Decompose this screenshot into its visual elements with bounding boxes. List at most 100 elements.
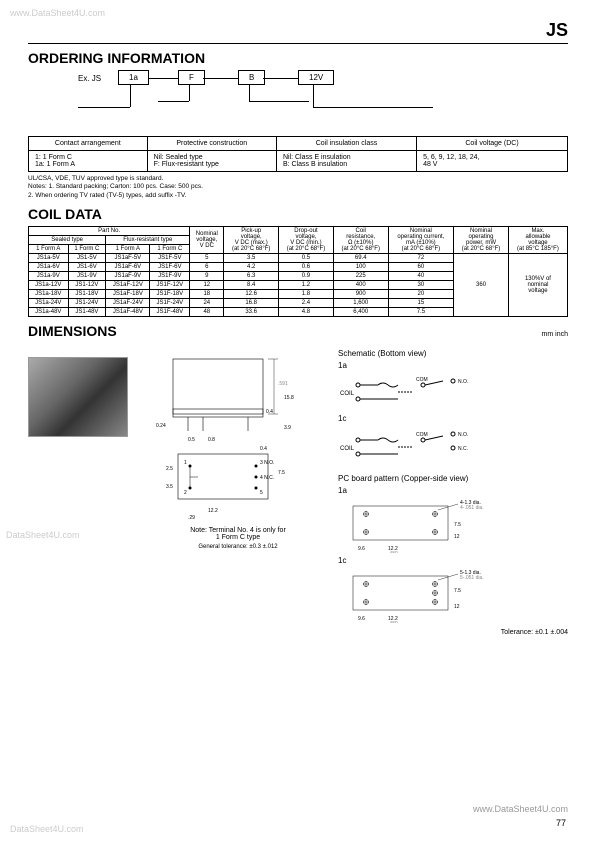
ch-flux: Flux-resistant type (106, 236, 190, 245)
svg-text:12: 12 (454, 604, 460, 610)
coil-cell: JS1-5V (68, 254, 106, 263)
coil-cell: 4.2 (224, 263, 279, 272)
ch-fa2: 1 Form A (106, 245, 150, 254)
coil-cell: JS1-6V (68, 263, 106, 272)
pcb-1a: 4-1.3 dia. 4-.051 dia. 7.5 12 12.2 .480 … (338, 498, 568, 553)
svg-text:COIL: COIL (340, 391, 355, 397)
ch-pu: Pick-up voltage, V DC (max.) (at 20°C 68… (224, 227, 279, 254)
pcb-tolerance: Tolerance: ±0.1 ±.004 (338, 629, 568, 636)
svg-text:7.5: 7.5 (454, 522, 461, 528)
svg-text:7.5: 7.5 (278, 470, 285, 476)
coil-cell: 0.9 (279, 272, 334, 281)
watermark-mid-left: DataSheet4U.com (6, 530, 80, 540)
ordering-box-0: 1a (118, 70, 149, 85)
svg-text:N.C.: N.C. (458, 446, 468, 452)
svg-text:12: 12 (454, 534, 460, 540)
ch-nv: Nominal voltage, V DC (190, 227, 224, 254)
svg-text:0.24: 0.24 (156, 423, 166, 429)
unit-label: mm inch (542, 331, 568, 338)
pcb-1a-label: 1a (338, 486, 568, 495)
coil-cell: JS1F-18V (150, 290, 190, 299)
svg-text:7.5: 7.5 (454, 588, 461, 594)
coil-cell: 16.8 (224, 299, 279, 308)
sch-1c-label: 1c (338, 414, 568, 423)
ordering-diagram: Ex. JS 1a F B 12V (78, 70, 568, 130)
coil-cell: JS1aF-6V (106, 263, 150, 272)
coil-cell: JS1-9V (68, 272, 106, 281)
relay-photo (28, 357, 128, 437)
coil-cell: 9 (190, 272, 224, 281)
section-coil: COIL DATA (28, 206, 568, 222)
page-header: JS (28, 20, 568, 44)
coil-cell: 20 (388, 290, 454, 299)
ordering-box-1: F (178, 70, 205, 85)
coil-cell: 1,600 (333, 299, 388, 308)
svg-text:COIL: COIL (340, 446, 355, 452)
coil-cell: JS1a-9V (29, 272, 69, 281)
coil-cell: 4.8 (279, 308, 334, 317)
ot-r0c3: 5, 6, 9, 12, 18, 24, 48 V (417, 151, 568, 172)
svg-text:0.4: 0.4 (266, 409, 273, 415)
ot-h3: Coil voltage (DC) (417, 137, 568, 151)
coil-cell: JS1F-48V (150, 308, 190, 317)
coil-maxv: 130%V of nominal voltage (508, 254, 567, 317)
svg-text:1: 1 (184, 460, 187, 466)
svg-text:15.8: 15.8 (284, 395, 294, 401)
coil-cell: 30 (388, 281, 454, 290)
svg-text:0.4: 0.4 (260, 446, 267, 452)
svg-text:4-.051 dia.: 4-.051 dia. (460, 505, 484, 511)
section-dim: DIMENSIONS (28, 323, 117, 339)
coil-cell: 400 (333, 281, 388, 290)
svg-text:9.6: 9.6 (358, 546, 365, 552)
coil-cell: 12 (190, 281, 224, 290)
svg-text:5-.051 dia.: 5-.051 dia. (460, 575, 484, 581)
coil-cell: JS1-12V (68, 281, 106, 290)
ch-cur: Nominal operating current, mA (±10%) (at… (388, 227, 454, 254)
coil-cell: 1.2 (279, 281, 334, 290)
sch-1a-label: 1a (338, 361, 568, 370)
svg-text:.591: .591 (278, 381, 288, 387)
coil-cell: JS1a-24V (29, 299, 69, 308)
svg-text:.480: .480 (388, 551, 398, 553)
coil-cell: JS1-18V (68, 290, 106, 299)
coil-cell: JS1a-12V (29, 281, 69, 290)
ot-r0c0: 1: 1 Form C 1a: 1 Form A (29, 151, 148, 172)
ch-max: Max. allowable voltage (at 85°C 185°F) (508, 227, 567, 254)
coil-cell: 6,400 (333, 308, 388, 317)
coil-cell: 33.6 (224, 308, 279, 317)
coil-cell: 0.6 (279, 263, 334, 272)
section-ordering: ORDERING INFORMATION (28, 50, 568, 66)
coil-cell: JS1a-48V (29, 308, 69, 317)
ordering-box-2: B (238, 70, 265, 85)
pcb-1c-label: 1c (338, 556, 568, 565)
coil-cell: 225 (333, 272, 388, 281)
coil-cell: 900 (333, 290, 388, 299)
svg-text:.480: .480 (388, 621, 398, 623)
coil-cell: 6 (190, 263, 224, 272)
pcb-title: PC board pattern (Copper-side view) (338, 474, 568, 483)
coil-cell: 7.5 (388, 308, 454, 317)
svg-text:COM: COM (416, 432, 428, 438)
general-tolerance: General tolerance: ±0.3 ±.012 (148, 544, 328, 550)
page-number: 77 (556, 818, 566, 828)
coil-cell: JS1F-6V (150, 263, 190, 272)
coil-cell: JS1aF-12V (106, 281, 150, 290)
schematic-1a: COIL COM N.O. (338, 373, 568, 411)
coil-cell: JS1a-5V (29, 254, 69, 263)
svg-text:0.5: 0.5 (188, 437, 195, 443)
svg-text:.29: .29 (188, 515, 195, 521)
ch-res: Coil resistance, Ω (±10%) (at 20°C 68°F) (333, 227, 388, 254)
coil-cell: JS1aF-48V (106, 308, 150, 317)
ot-h0: Contact arrangement (29, 137, 148, 151)
coil-cell: JS1-48V (68, 308, 106, 317)
coil-cell: JS1F-5V (150, 254, 190, 263)
ch-do: Drop-out voltage, V DC (min.) (at 20°C 6… (279, 227, 334, 254)
coil-cell: JS1aF-5V (106, 254, 150, 263)
coil-cell: 5 (190, 254, 224, 263)
svg-text:COM: COM (416, 377, 428, 383)
svg-text:9.6: 9.6 (358, 616, 365, 622)
ordering-prefix: Ex. JS (78, 74, 101, 83)
coil-cell: 100 (333, 263, 388, 272)
svg-text:3.5: 3.5 (166, 484, 173, 490)
coil-cell: 60 (388, 263, 454, 272)
